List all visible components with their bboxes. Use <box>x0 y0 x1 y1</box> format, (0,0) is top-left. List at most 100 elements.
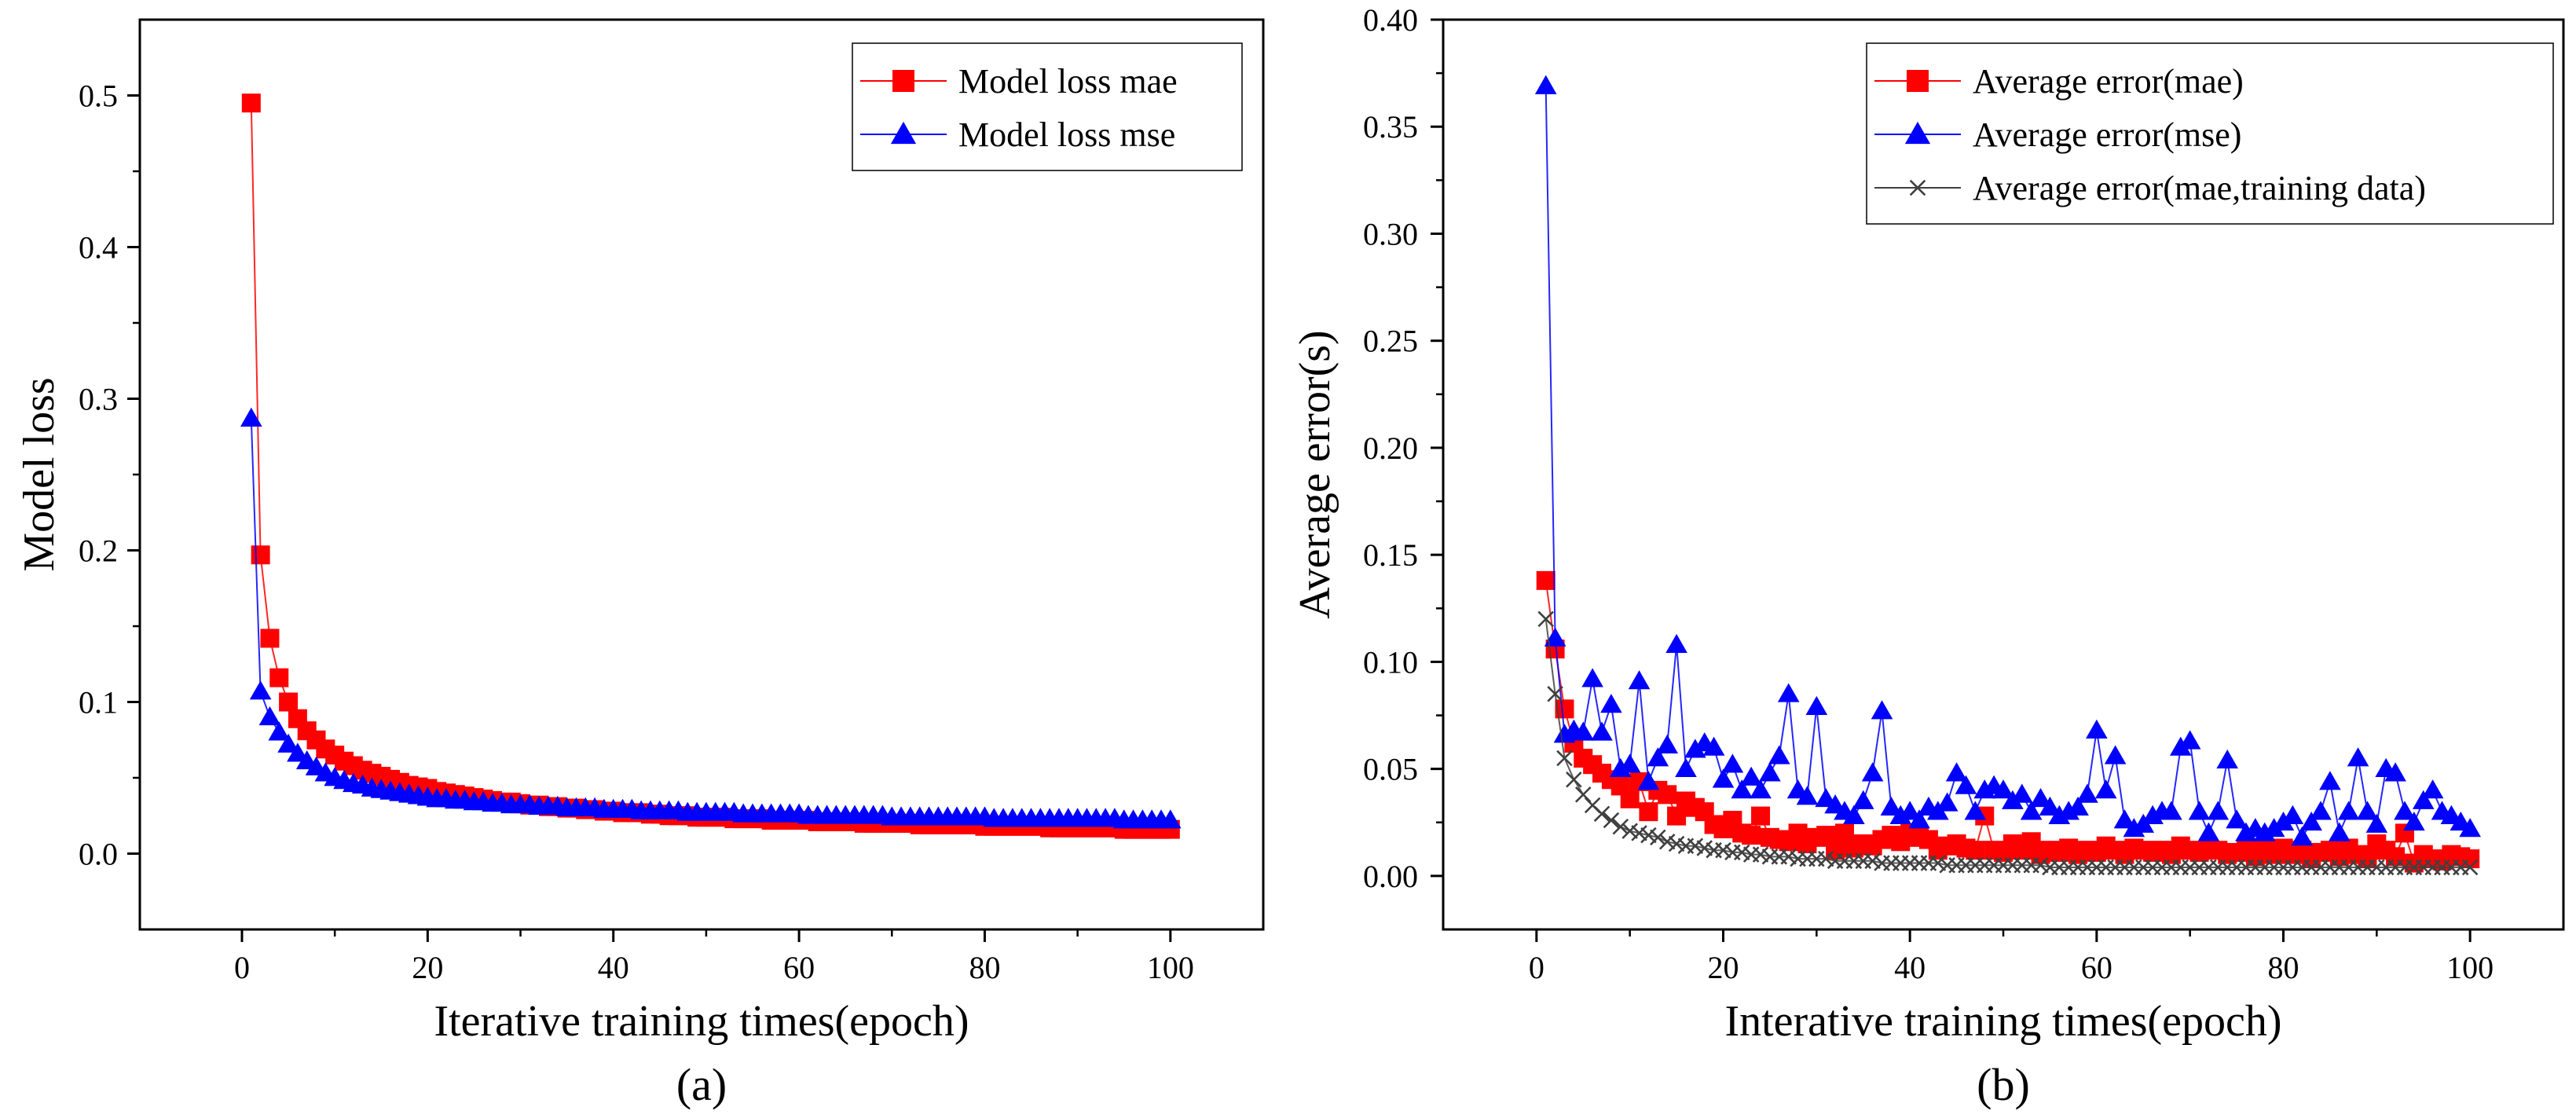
triangle-marker <box>1628 670 1651 690</box>
x-tick-label: 40 <box>1894 950 1926 985</box>
triangle-marker <box>2263 818 2285 838</box>
triangle-marker <box>2010 783 2033 803</box>
legend-item: Model loss mse <box>860 115 1175 154</box>
triangle-marker <box>2347 747 2369 767</box>
triangle-marker <box>1721 753 1744 773</box>
triangle-marker <box>2029 787 2052 808</box>
x-marker <box>1593 805 1610 823</box>
triangle-marker <box>287 742 309 762</box>
x-marker <box>1715 841 1731 859</box>
x-marker <box>1650 829 1666 846</box>
triangle-marker <box>2337 801 2360 820</box>
square-marker <box>1658 785 1677 805</box>
legend-item: Average error(mse) <box>1874 115 2241 154</box>
x-marker <box>1696 840 1713 856</box>
triangle-marker <box>2169 736 2192 756</box>
triangle-marker <box>1945 762 1968 782</box>
triangle-marker <box>1581 668 1603 687</box>
x-marker <box>1780 849 1797 865</box>
triangle-marker <box>2178 730 2201 750</box>
x-marker <box>1612 818 1629 835</box>
y-tick-label: 0.10 <box>1363 644 1418 680</box>
square-marker <box>1639 802 1658 822</box>
triangle-marker <box>1647 747 1669 767</box>
legend-item: Average error(mae) <box>1874 62 2244 101</box>
triangle-marker <box>268 721 291 741</box>
triangle-marker <box>2384 762 2406 782</box>
square-marker <box>892 70 914 92</box>
y-tick-label: 0.3 <box>79 382 118 417</box>
triangle-marker <box>1805 695 1828 715</box>
x-tick-label: 80 <box>969 950 1000 985</box>
y-tick-label: 0.35 <box>1363 109 1418 145</box>
legend-item: Model loss mae <box>860 62 1178 101</box>
triangle-marker <box>1908 809 1930 829</box>
triangle-marker <box>2160 801 2182 820</box>
square-marker <box>241 93 261 113</box>
series-average-error-mse- <box>1534 75 2481 846</box>
square-marker <box>1966 841 1985 860</box>
x-tick-label: 40 <box>598 950 629 985</box>
triangle-marker <box>2002 790 2024 809</box>
triangle-marker <box>2319 771 2341 790</box>
x-marker <box>1621 823 1638 839</box>
x-tick-label: 0 <box>1529 950 1545 985</box>
x-marker <box>1658 834 1676 850</box>
triangle-marker <box>2094 779 2117 799</box>
legend-label: Average error(mae,training data) <box>1973 169 2426 207</box>
triangle-marker <box>2076 783 2098 803</box>
triangle-marker <box>2403 811 2425 831</box>
y-tick-label: 0.05 <box>1363 752 1418 787</box>
x-marker <box>1537 610 1554 628</box>
x-tick-label: 100 <box>1147 950 1194 985</box>
triangle-marker <box>1768 745 1790 764</box>
x-tick-label: 80 <box>2268 950 2299 985</box>
triangle-marker <box>2216 749 2238 769</box>
legend-label: Average error(mae) <box>1973 62 2244 101</box>
triangle-marker <box>1852 790 1874 809</box>
x-marker <box>1864 852 1881 870</box>
triangle-marker <box>1160 809 1182 829</box>
triangle-marker <box>1904 121 1931 145</box>
square-marker <box>269 668 289 687</box>
series-model-loss-mae <box>241 93 1180 839</box>
triangle-marker <box>1534 75 1557 94</box>
triangle-marker <box>2207 801 2230 820</box>
triangle-marker <box>890 121 917 145</box>
x-marker <box>1909 179 1926 196</box>
triangle-marker <box>1843 805 1865 824</box>
triangle-marker <box>1684 739 1706 758</box>
triangle-marker <box>1702 736 1725 756</box>
triangle-marker <box>2329 822 2351 841</box>
triangle-marker <box>1712 768 1735 788</box>
x-marker <box>1668 835 1685 852</box>
triangle-marker <box>240 407 262 427</box>
triangle-marker <box>1600 694 1622 713</box>
x-tick-label: 0 <box>234 950 250 985</box>
triangle-marker <box>1618 753 1641 773</box>
y-tick-label: 0.1 <box>79 685 118 720</box>
triangle-marker <box>1637 771 1660 790</box>
x-marker <box>2032 856 2049 874</box>
x-marker <box>1752 846 1769 863</box>
y-axis-title: Model loss <box>15 377 64 571</box>
x-axis-title: Iterative training times(epoch) <box>434 997 969 1046</box>
triangle-marker <box>2310 801 2332 820</box>
square-marker <box>260 629 280 648</box>
triangle-marker <box>2365 813 2388 833</box>
triangle-marker <box>1740 766 1762 786</box>
y-tick-label: 0.20 <box>1363 431 1418 466</box>
x-tick-label: 100 <box>2446 950 2494 985</box>
x-marker <box>1687 838 1704 855</box>
square-marker <box>251 545 270 565</box>
x-axis-title: Interative training times(epoch) <box>1724 997 2281 1046</box>
triangle-marker <box>1731 779 1753 799</box>
x-marker <box>1734 844 1750 861</box>
triangle-marker <box>1572 721 1595 741</box>
series-average-error-mae-training-data- <box>1537 610 2479 876</box>
triangle-marker <box>2291 827 2314 846</box>
legend-label: Model loss mse <box>958 115 1175 154</box>
triangle-marker <box>2020 801 2043 820</box>
triangle-marker <box>2113 809 2136 829</box>
y-tick-label: 0.00 <box>1363 859 1418 894</box>
